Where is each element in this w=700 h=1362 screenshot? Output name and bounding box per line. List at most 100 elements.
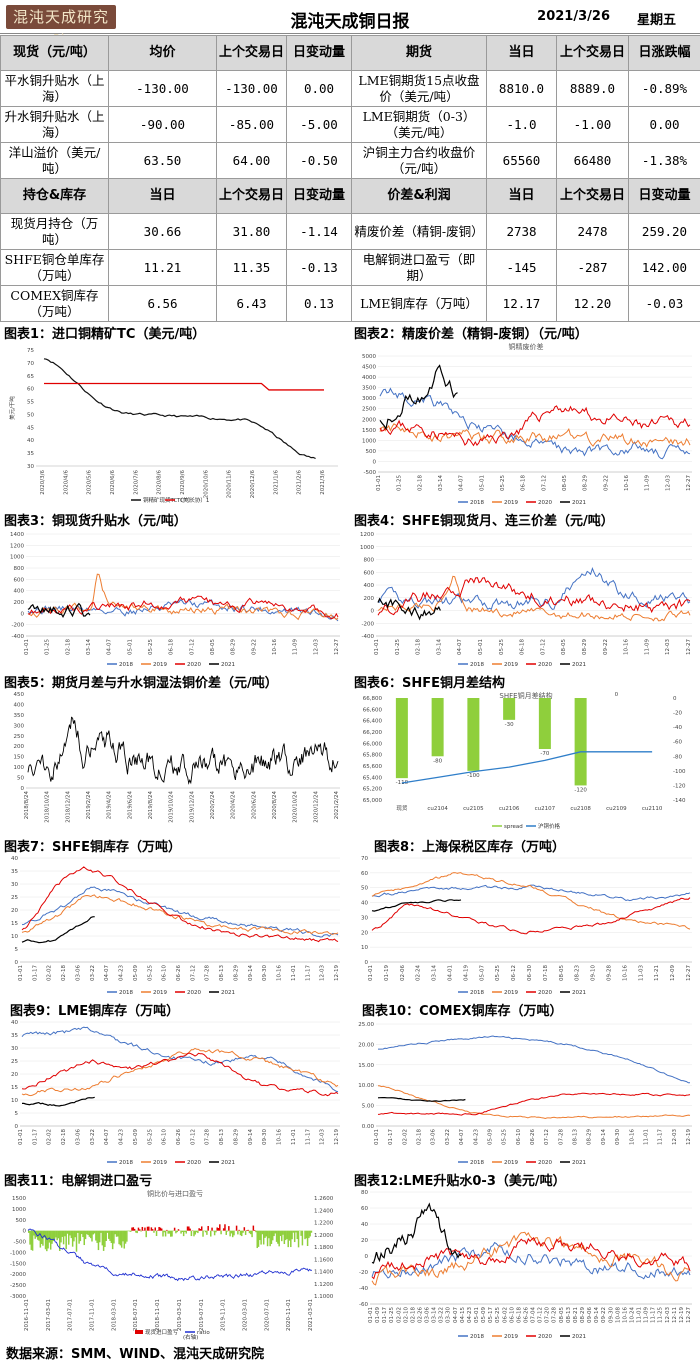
shfe-price-series	[401, 751, 653, 784]
x-tick-label: 01-09	[375, 1307, 381, 1323]
y-right-tick-label: 1.2400	[314, 1208, 334, 1214]
pnl-bar	[219, 1224, 221, 1231]
x-tick-label: 07-28	[205, 1129, 211, 1145]
pnl-bar	[290, 1230, 292, 1248]
x-tick-label: 04-19	[463, 965, 469, 981]
table-value-cell: -1.0	[486, 106, 557, 143]
table-header-row: 现货（元/吨） 均价 上个交易日 日变动量 期货 当日 上个交易日 日涨跌幅	[0, 35, 700, 71]
pnl-bar	[44, 1230, 47, 1250]
table-value-cell: -0.13	[286, 249, 352, 286]
y-tick-label: 60	[361, 871, 368, 877]
pnl-bar	[229, 1230, 231, 1237]
pnl-bar	[132, 1227, 135, 1231]
chart4-title: 图表4：SHFE铜现货月、连三价差（元/吨）	[354, 514, 614, 529]
table-header-cell: 现货（元/吨）	[0, 35, 109, 71]
x-tick-label: 08-05	[559, 1307, 565, 1323]
pnl-bar	[133, 1228, 136, 1231]
table-label-cell: 洋山溢价（美元/吨）	[0, 142, 109, 179]
pnl-bar	[212, 1230, 215, 1232]
series-2018	[379, 387, 691, 460]
x-tick-label: 11-01	[637, 1307, 643, 1323]
y-tick-label: 800	[364, 558, 375, 564]
x-tick-label: 11-09	[644, 639, 650, 655]
x-tick-label: 05-09	[133, 965, 139, 981]
x-tick-label: 01-17	[388, 1129, 394, 1145]
pnl-bar	[108, 1230, 110, 1239]
x-tick-label: 09-22	[603, 639, 609, 655]
pnl-bar	[84, 1230, 87, 1240]
x-tick-label: 11-17	[305, 1129, 311, 1145]
table-label-cell: LME铜期货15点收盘价（美元/吨）	[351, 70, 487, 107]
legend-label: ratio	[197, 1330, 210, 1336]
y-tick-label: 800	[14, 566, 25, 572]
x-tick-label: 2020/8/24	[272, 791, 278, 820]
series-2021	[371, 899, 462, 912]
x-tick-label: 01-01	[18, 965, 24, 981]
series-2020	[371, 897, 691, 935]
pnl-bar	[243, 1227, 246, 1231]
pnl-bar	[86, 1230, 88, 1235]
pnl-bar	[139, 1229, 141, 1231]
pnl-bar	[131, 1227, 133, 1231]
legend-label: 2020	[538, 1334, 552, 1340]
x-tick-label: 09-14	[601, 1129, 607, 1145]
chart2-title: 图表2：精废价差（精铜-废铜）（元/吨）	[354, 327, 588, 342]
y-tick-label: 70	[27, 361, 34, 367]
pnl-bar	[188, 1226, 190, 1231]
y-tick-label: 20	[361, 930, 368, 936]
legend-label: 现货进口盈亏	[145, 1328, 179, 1336]
legend-label: 2021	[572, 500, 586, 506]
x-tick-label: 03-22	[90, 965, 96, 981]
chart3-spot-premium: 1400 1200 1000 800 600 400 200 0 -200 -400 01-01 01…	[4, 528, 346, 668]
y-tick-label: 40	[11, 856, 18, 862]
legend-label: 2019	[504, 1160, 518, 1166]
x-tick-label: 07-28	[205, 965, 211, 981]
pnl-bar	[281, 1230, 283, 1242]
category-label: cu2109	[606, 806, 627, 812]
x-tick-label: 2020/7/6	[133, 470, 139, 495]
y-tick-label: 55	[27, 400, 34, 406]
y-tick-label: 0	[365, 960, 369, 966]
x-tick-label: 2018/12/24	[65, 791, 71, 823]
series-2019	[379, 423, 691, 448]
category-label: 现货	[396, 804, 408, 812]
pnl-bar	[38, 1230, 40, 1241]
pnl-bar	[222, 1228, 225, 1231]
chart-subtitle: 铜比价与进口盈亏	[147, 1189, 203, 1198]
x-tick-label: 04-07	[107, 639, 113, 655]
y-tick-label: 75	[27, 348, 34, 354]
pnl-bar	[309, 1230, 311, 1237]
x-tick-label: 08-13	[566, 1307, 572, 1323]
y-tick-label: 66,000	[363, 741, 383, 747]
x-tick-label: 02-26	[417, 1307, 423, 1323]
x-tick-label: 01-01	[24, 639, 30, 655]
y-tick-label: 50	[27, 412, 34, 418]
pnl-bar	[167, 1230, 169, 1234]
y-tick-label: 500	[16, 1218, 27, 1224]
table-value-cell: 2738	[486, 213, 557, 250]
pnl-bar	[77, 1230, 79, 1233]
spread-bar	[503, 698, 516, 720]
pnl-bar	[93, 1230, 96, 1234]
legend-label: 2019	[504, 500, 518, 506]
y-tick-label: 0.00	[362, 1124, 375, 1130]
x-tick-label: 2020/12/24	[313, 791, 319, 823]
x-tick-label: 03-06	[75, 1129, 81, 1145]
y-tick-label: 2500	[362, 407, 376, 413]
pnl-bar	[153, 1230, 155, 1233]
table-value-cell: -0.89%	[628, 70, 700, 107]
table-label-cell: 电解铜进口盈亏（即期）	[351, 249, 487, 286]
series-2020	[21, 866, 339, 943]
series-2020	[377, 577, 691, 616]
pnl-bar	[265, 1230, 268, 1237]
y-tick-label: 40	[27, 438, 34, 444]
table-label-cell: 升水铜升贴水（上海）	[0, 106, 109, 143]
y-right-tick-label: 1.1000	[314, 1294, 334, 1300]
pnl-bar	[46, 1230, 48, 1252]
table-value-cell: -85.00	[216, 106, 287, 143]
table-header-cell: 期货	[351, 35, 487, 71]
table-label-cell: 精废价差（精铜-废铜）	[351, 213, 487, 250]
pnl-bar	[106, 1230, 109, 1233]
y-tick-label: 400	[14, 702, 25, 708]
x-tick-label: 03-30	[446, 1307, 452, 1323]
